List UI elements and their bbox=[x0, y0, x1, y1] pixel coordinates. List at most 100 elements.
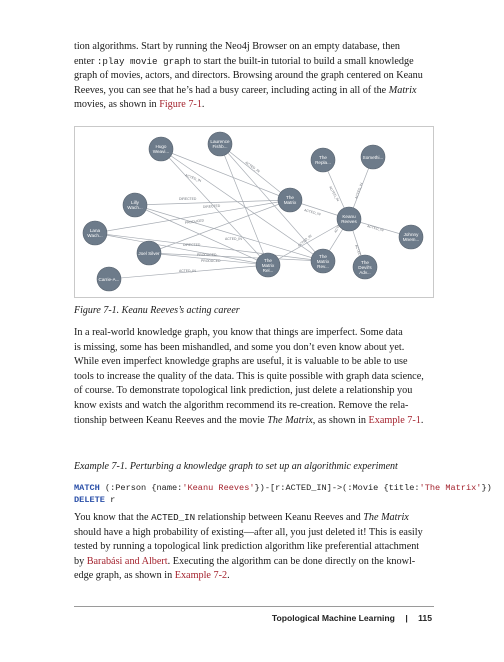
edge bbox=[108, 264, 269, 280]
edge-label: ACTED_IN bbox=[354, 182, 364, 200]
text-line: graph of movies, actors, and directors. … bbox=[74, 70, 423, 82]
text-line: While even imperfect knowledge graphs ar… bbox=[74, 356, 408, 368]
svg-text:The: The bbox=[286, 195, 294, 200]
svg-text:Laurence: Laurence bbox=[210, 139, 230, 144]
text-line: enter :play movie graph to start the bui… bbox=[74, 55, 414, 67]
svg-text:Joel Silver: Joel Silver bbox=[138, 251, 160, 256]
svg-text:Lilly: Lilly bbox=[131, 200, 140, 205]
node-the-matrix-revolutions[interactable]: The Matrix Rev... bbox=[310, 248, 336, 274]
svg-text:Matrix: Matrix bbox=[317, 259, 330, 264]
edge-label: ACTED_IN bbox=[185, 173, 203, 183]
edge bbox=[219, 143, 269, 266]
body-paragraph: You know that the ACTED_IN relationship … bbox=[74, 511, 434, 584]
edge bbox=[94, 232, 269, 266]
svg-text:Repla...: Repla... bbox=[315, 160, 331, 165]
svg-text:Wach...: Wach... bbox=[127, 205, 142, 210]
svg-text:The: The bbox=[319, 254, 327, 259]
text-line: is missing, some has been mishandled, an… bbox=[74, 341, 405, 353]
node-laurence-fishburne[interactable]: Laurence Fishb... bbox=[207, 131, 233, 157]
knowledge-graph-svg: ACTED_IN ACTED_IN DIRECTED DIRECTED PROD… bbox=[82, 131, 424, 292]
svg-text:The: The bbox=[319, 155, 327, 160]
node-keanu-reeves[interactable]: Keanu Reeves bbox=[336, 206, 362, 232]
node-hugo-weaving[interactable]: Hugo Weavi... bbox=[148, 136, 174, 162]
citation-link[interactable]: Barabási and Albert bbox=[86, 555, 168, 567]
edge bbox=[267, 218, 350, 266]
edge bbox=[148, 252, 324, 262]
graph-figure: ACTED_IN ACTED_IN DIRECTED DIRECTED PROD… bbox=[74, 126, 434, 298]
node-somethings-gotta-give[interactable]: Somethi... bbox=[360, 144, 386, 170]
svg-text:Mnem...: Mnem... bbox=[403, 237, 420, 242]
footer-rule bbox=[74, 606, 434, 607]
figure-caption: Figure 7-1. Keanu Reeves’s acting career bbox=[74, 305, 240, 316]
svg-text:Rev...: Rev... bbox=[317, 264, 329, 269]
node-johnny-mnemonic[interactable]: Johnny Mnem... bbox=[398, 224, 424, 250]
svg-text:Keanu: Keanu bbox=[342, 214, 356, 219]
edge-label: PRODUCED bbox=[201, 259, 221, 263]
example-link[interactable]: Example 7-1 bbox=[368, 414, 421, 426]
edge bbox=[94, 232, 324, 262]
edge-label: ACTED_IN bbox=[244, 161, 260, 174]
edge-label: PRODUCED bbox=[197, 253, 217, 257]
example-caption: Example 7-1. Perturbing a knowledge grap… bbox=[74, 461, 398, 472]
text-line: You know that the ACTED_IN relationship … bbox=[74, 512, 409, 523]
edge-label: ACTED_IN bbox=[328, 186, 340, 203]
edge-label: ACTED_IN bbox=[225, 237, 242, 241]
edge bbox=[160, 148, 269, 266]
edge bbox=[148, 199, 291, 254]
svg-text:Devil's: Devil's bbox=[358, 265, 372, 270]
edge-label: PRODUCED bbox=[185, 218, 205, 225]
example-link[interactable]: Example 7-2 bbox=[174, 570, 228, 582]
edge bbox=[134, 204, 324, 262]
svg-text:Carrie-A...: Carrie-A... bbox=[99, 277, 120, 282]
text-line: of course. To demonstrate topological li… bbox=[74, 385, 413, 397]
edge bbox=[134, 199, 291, 206]
figure-link[interactable]: Figure 7-1 bbox=[159, 99, 202, 111]
svg-text:The: The bbox=[361, 260, 369, 265]
edge bbox=[134, 204, 269, 266]
node-the-matrix[interactable]: The Matrix bbox=[277, 187, 303, 213]
text-line: should have a high probability of existi… bbox=[74, 526, 423, 538]
node-the-devils-advocate[interactable]: The Devil's Adv... bbox=[352, 254, 378, 280]
page-number: 115 bbox=[418, 613, 432, 623]
node-the-matrix-reloaded[interactable]: The Matrix Rel... bbox=[255, 252, 281, 278]
edge bbox=[160, 148, 291, 201]
footer-separator: | bbox=[405, 613, 408, 623]
text-line: Reeves, you can see that he’s had a busy… bbox=[74, 84, 417, 96]
node-the-replacements[interactable]: The Repla... bbox=[310, 147, 336, 173]
node-lilly-wachowski[interactable]: Lilly Wach... bbox=[122, 192, 148, 218]
svg-text:Matrix: Matrix bbox=[284, 200, 297, 205]
svg-text:The: The bbox=[264, 258, 272, 263]
svg-text:Matrix: Matrix bbox=[262, 263, 275, 268]
edge-label: ACTED_IN bbox=[304, 208, 322, 216]
code-line: DELETE r bbox=[74, 495, 116, 505]
svg-text:Johnny: Johnny bbox=[404, 232, 420, 237]
text-line: tested by running a topological link pre… bbox=[74, 541, 420, 553]
text-line: tools to increase the quality of the dat… bbox=[74, 370, 424, 382]
node-joel-silver[interactable]: Joel Silver bbox=[136, 240, 162, 266]
body-paragraph: In a real-world knowledge graph, you kno… bbox=[74, 326, 434, 428]
svg-text:Wach...: Wach... bbox=[87, 233, 102, 238]
intro-paragraph: tion algorithms. Start by running the Ne… bbox=[74, 40, 434, 113]
edge bbox=[94, 199, 291, 234]
svg-text:Rel...: Rel... bbox=[263, 268, 274, 273]
text-line: tionship between Keanu Reeves and the mo… bbox=[74, 414, 424, 426]
edge-label: DIRECTED bbox=[203, 204, 221, 209]
edge-label: ACTED_IN bbox=[179, 269, 196, 273]
svg-text:Fishb...: Fishb... bbox=[212, 144, 227, 149]
inline-code: :play movie graph bbox=[96, 55, 191, 67]
svg-text:Reeves: Reeves bbox=[341, 219, 357, 224]
svg-text:Weavi...: Weavi... bbox=[153, 149, 170, 154]
edge bbox=[219, 143, 291, 201]
node-carrie-anne[interactable]: Carrie-A... bbox=[96, 266, 122, 292]
edge-label: ACTED_IN bbox=[367, 224, 385, 232]
edge-label: DIRECTED bbox=[179, 197, 197, 201]
svg-text:Adv...: Adv... bbox=[359, 270, 370, 275]
edge-label: ACTED_IN bbox=[354, 244, 364, 262]
edge-label: DIRECTED bbox=[183, 243, 201, 247]
node-lana-wachowski[interactable]: Lana Wach... bbox=[82, 220, 108, 246]
svg-text:Lana: Lana bbox=[90, 228, 101, 233]
text-line: by Barabási and Albert. Executing the al… bbox=[74, 555, 416, 567]
page-footer: Topological Machine Learning | 115 bbox=[272, 613, 432, 623]
edge bbox=[160, 148, 324, 262]
text-line: movies, as shown in Figure 7-1. bbox=[74, 99, 205, 111]
